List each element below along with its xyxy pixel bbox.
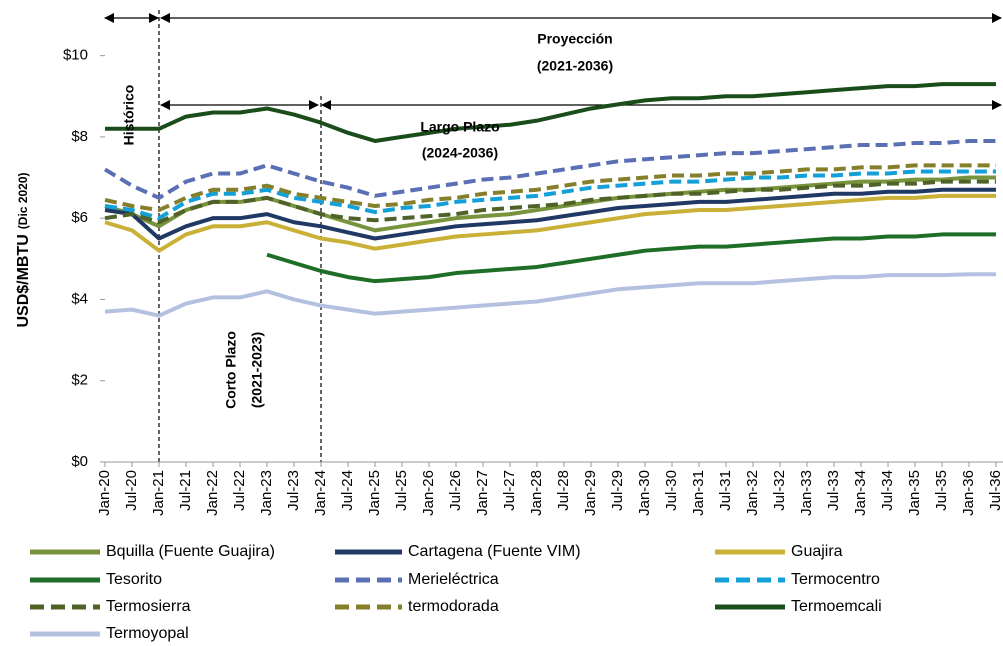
x-tick-label: Jul-34 — [879, 470, 896, 511]
x-tick-label: Jul-25 — [393, 470, 410, 511]
x-tick-label: Jul-26 — [447, 470, 464, 511]
legend-label: Termosierra — [106, 598, 191, 615]
y-axis-label-unit: (Dic 2020) — [16, 172, 30, 229]
x-tick-label: Jul-22 — [231, 470, 248, 511]
legend-label: Termoyopal — [106, 625, 189, 642]
x-tick-label: Jan-32 — [744, 470, 761, 516]
series-line — [104, 179, 996, 225]
x-tick-label: Jan-31 — [690, 470, 707, 516]
y-tick-label: $8 — [71, 128, 88, 145]
x-tick-label: Jan-30 — [636, 470, 653, 516]
x-tick-label: Jul-29 — [609, 470, 626, 511]
legend-label: Termoemcali — [791, 598, 882, 615]
annotation: (2021-2036) — [537, 58, 613, 74]
x-tick-label: Jan-27 — [474, 470, 491, 516]
x-tick-label: Jan-36 — [960, 470, 977, 516]
x-tick-label: Jan-35 — [906, 470, 923, 516]
y-tick-label: $6 — [71, 209, 88, 226]
x-tick-label: Jan-29 — [582, 470, 599, 516]
x-tick-label: Jul-32 — [771, 470, 788, 511]
annotations: Histórico Proyección (2021-2036) Largo P… — [121, 31, 613, 409]
series-line — [104, 193, 996, 253]
x-tick-label: Jan-23 — [258, 470, 275, 516]
series-line — [104, 187, 996, 241]
x-tick-label: Jul-21 — [177, 470, 194, 511]
annotation: Largo Plazo — [420, 119, 499, 135]
x-tick-label: Jan-28 — [528, 470, 545, 516]
x-tick-label: Jan-34 — [852, 470, 869, 516]
x-tick-label: Jan-25 — [366, 470, 383, 516]
legend-label: Tesorito — [106, 571, 162, 588]
legend-label: Termocentro — [791, 571, 880, 588]
x-tick-label: Jan-22 — [204, 470, 221, 516]
x-tick-label: Jul-28 — [555, 470, 572, 511]
series-line — [104, 169, 996, 221]
x-tick-label: Jul-24 — [339, 470, 356, 511]
y-axis-label-main: USD$/MBTU — [15, 234, 32, 327]
legend-label: Guajira — [791, 543, 843, 560]
annotation: Corto Plazo — [223, 331, 239, 409]
series-line — [105, 82, 996, 143]
y-tick-label: $10 — [63, 47, 88, 64]
legend-label: Merieléctrica — [408, 571, 499, 588]
x-tick-label: Jan-21 — [150, 470, 167, 516]
annotation: Histórico — [121, 85, 137, 146]
x-tick-label: Jan-20 — [96, 470, 113, 516]
x-tick-label: Jan-26 — [420, 470, 437, 516]
y-tick-label: $0 — [71, 453, 88, 470]
legend-label: termodorada — [408, 598, 499, 615]
plot-area — [103, 82, 996, 318]
x-tick-label: Jul-20 — [123, 470, 140, 511]
series-line — [266, 232, 996, 284]
guides — [104, 10, 1002, 462]
y-axis-label: USD$/MBTU (Dic 2020) — [15, 172, 32, 327]
x-tick-label: Jul-35 — [933, 470, 950, 511]
x-tick-label: Jul-27 — [501, 470, 518, 511]
x-tick-label: Jul-31 — [717, 470, 734, 511]
x-tick-label: Jul-36 — [987, 470, 1003, 511]
x-tick-label: Jul-23 — [285, 470, 302, 511]
annotation: Proyección — [537, 31, 612, 47]
x-tick-label: Jul-30 — [663, 470, 680, 511]
x-tick-label: Jan-33 — [798, 470, 815, 516]
annotation: (2021-2023) — [249, 332, 265, 408]
x-tick-label: Jul-33 — [825, 470, 842, 511]
series-line — [104, 272, 996, 318]
y-tick-label: $2 — [71, 372, 88, 389]
legend-label: Bquilla (Fuente Guajira) — [106, 543, 275, 560]
annotation: (2024-2036) — [422, 145, 498, 161]
series-line — [104, 163, 996, 213]
x-tick-label: Jan-24 — [312, 470, 329, 516]
y-tick-label: $4 — [71, 290, 88, 307]
legend-label: Cartagena (Fuente VIM) — [408, 543, 581, 560]
series-line — [103, 138, 996, 200]
